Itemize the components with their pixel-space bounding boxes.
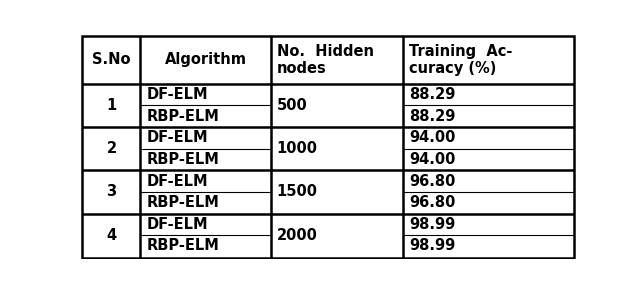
Text: 98.99: 98.99 <box>409 238 455 253</box>
Text: 2: 2 <box>106 141 116 156</box>
Text: 98.99: 98.99 <box>409 217 455 232</box>
Text: Algorithm: Algorithm <box>164 52 246 68</box>
Text: RBP-ELM: RBP-ELM <box>147 195 220 210</box>
Text: 88.29: 88.29 <box>409 87 456 102</box>
Text: 2000: 2000 <box>276 228 317 243</box>
Text: No.  Hidden
nodes: No. Hidden nodes <box>276 44 374 76</box>
Text: 88.29: 88.29 <box>409 109 456 124</box>
Text: 4: 4 <box>106 228 116 243</box>
Text: 1000: 1000 <box>276 141 317 156</box>
Text: DF-ELM: DF-ELM <box>147 130 208 145</box>
Text: 94.00: 94.00 <box>409 130 456 145</box>
Text: RBP-ELM: RBP-ELM <box>147 109 220 124</box>
Text: 96.80: 96.80 <box>409 173 456 189</box>
Text: DF-ELM: DF-ELM <box>147 87 208 102</box>
Text: RBP-ELM: RBP-ELM <box>147 152 220 167</box>
Text: 1500: 1500 <box>276 184 317 199</box>
Text: 500: 500 <box>276 98 307 113</box>
Text: 3: 3 <box>106 184 116 199</box>
Text: DF-ELM: DF-ELM <box>147 173 208 189</box>
Text: 1: 1 <box>106 98 116 113</box>
Text: DF-ELM: DF-ELM <box>147 217 208 232</box>
Text: RBP-ELM: RBP-ELM <box>147 238 220 253</box>
Text: Training  Ac-
curacy (%): Training Ac- curacy (%) <box>409 44 513 76</box>
Text: 96.80: 96.80 <box>409 195 456 210</box>
Text: S.No: S.No <box>92 52 131 68</box>
Text: 94.00: 94.00 <box>409 152 456 167</box>
